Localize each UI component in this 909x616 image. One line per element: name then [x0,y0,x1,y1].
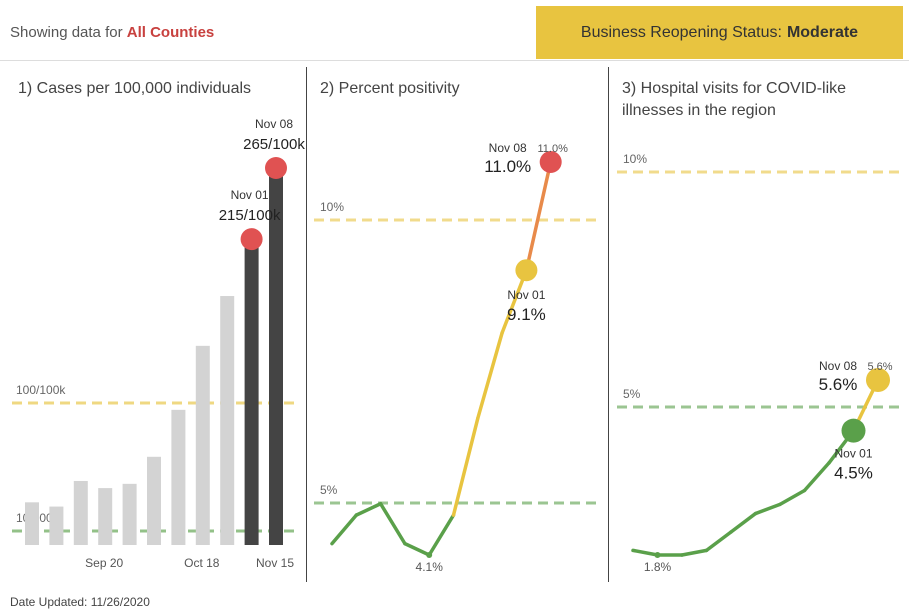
threshold-label: 10% [320,200,344,214]
highlight-point [515,259,538,282]
series-segment [524,160,553,272]
series-segment [753,502,782,516]
header-divider [0,60,909,61]
bar [98,488,113,545]
panel-divider-2 [608,67,609,582]
point-value-label: 4.5% [834,464,873,483]
series-segment [403,541,431,557]
series-segment [476,331,504,421]
bar [220,296,235,545]
point-value-label: 265/100k [243,136,305,153]
series-segment [631,548,660,557]
series-segment [330,513,359,546]
showing-prefix: Showing data for [10,24,123,41]
panel-divider-1 [306,67,307,582]
threshold-label: 100/100k [16,383,66,397]
cases-chart-title: 1) Cases per 100,000 individuals [18,80,252,97]
point-date-label: Nov 01 [834,447,872,461]
x-tick-label: Nov 15 [256,556,294,570]
hospital-chart: 10% 5% 1.8% Nov 01 4.5% Nov 08 5.6% 5.6% [617,152,900,574]
point-value-label: 215/100k [219,207,281,224]
status-label: Business Reopening Status: [580,23,782,41]
point-value-label: 11.0% [484,157,531,176]
highlight-point [841,418,866,443]
min-value-label: 1.8% [644,560,672,574]
threshold-label: 5% [623,387,641,401]
series-segment [378,501,407,546]
highlight-point [866,368,890,392]
hospital-chart-title: 3) Hospital visits for COVID-like illnes… [622,80,847,119]
county-filter-text: Showing data for All Counties [10,24,214,41]
county-selector[interactable]: All Counties [126,24,215,41]
series-segment [802,461,831,493]
bar [49,506,64,545]
point-small-value-label: 11.0% [538,143,569,155]
min-point [654,552,661,558]
min-point [426,552,433,558]
threshold-label: 5% [320,483,338,497]
highlight-point [265,157,287,179]
series-segment [778,488,807,507]
series-segment [500,268,529,335]
bar [25,502,39,545]
highlight-point [240,228,263,251]
bar [269,168,283,545]
bar [73,480,88,545]
point-date-label: Nov 08 [255,117,293,131]
bar [171,409,186,545]
bar [147,456,161,545]
highlight-point [539,151,562,173]
x-tick-label: Oct 18 [184,556,220,570]
bar [122,483,137,545]
positivity-chart-title: 2) Percent positivity [320,80,460,97]
series-segment [729,511,758,534]
series-segment [680,548,709,557]
point-value-label: 9.1% [507,305,546,324]
point-date-label: Nov 08 [489,141,527,155]
point-date-label: Nov 01 [507,288,545,302]
series-segment [451,416,480,517]
series-segment [354,501,383,517]
series-segment [427,513,456,557]
status-value: Moderate [786,23,859,41]
date-updated: Date Updated: 11/26/2020 [10,595,150,609]
bar [195,345,210,545]
point-date-label: Nov 01 [231,188,269,202]
point-date-label: Nov 08 [819,359,857,373]
x-tick-label: Sep 20 [85,556,123,570]
min-value-label: 4.1% [416,560,444,574]
bar [244,239,259,545]
positivity-chart: 10% 5% 4.1% Nov 01 9.1% Nov 08 11.0% 11.0% [314,141,598,574]
point-value-label: 5.6% [819,375,858,394]
threshold-label: 10% [623,152,647,166]
reopening-status-badge: Business Reopening Status: Moderate [536,6,903,59]
series-segment [704,530,733,553]
point-small-value-label: 5.6% [867,361,892,373]
